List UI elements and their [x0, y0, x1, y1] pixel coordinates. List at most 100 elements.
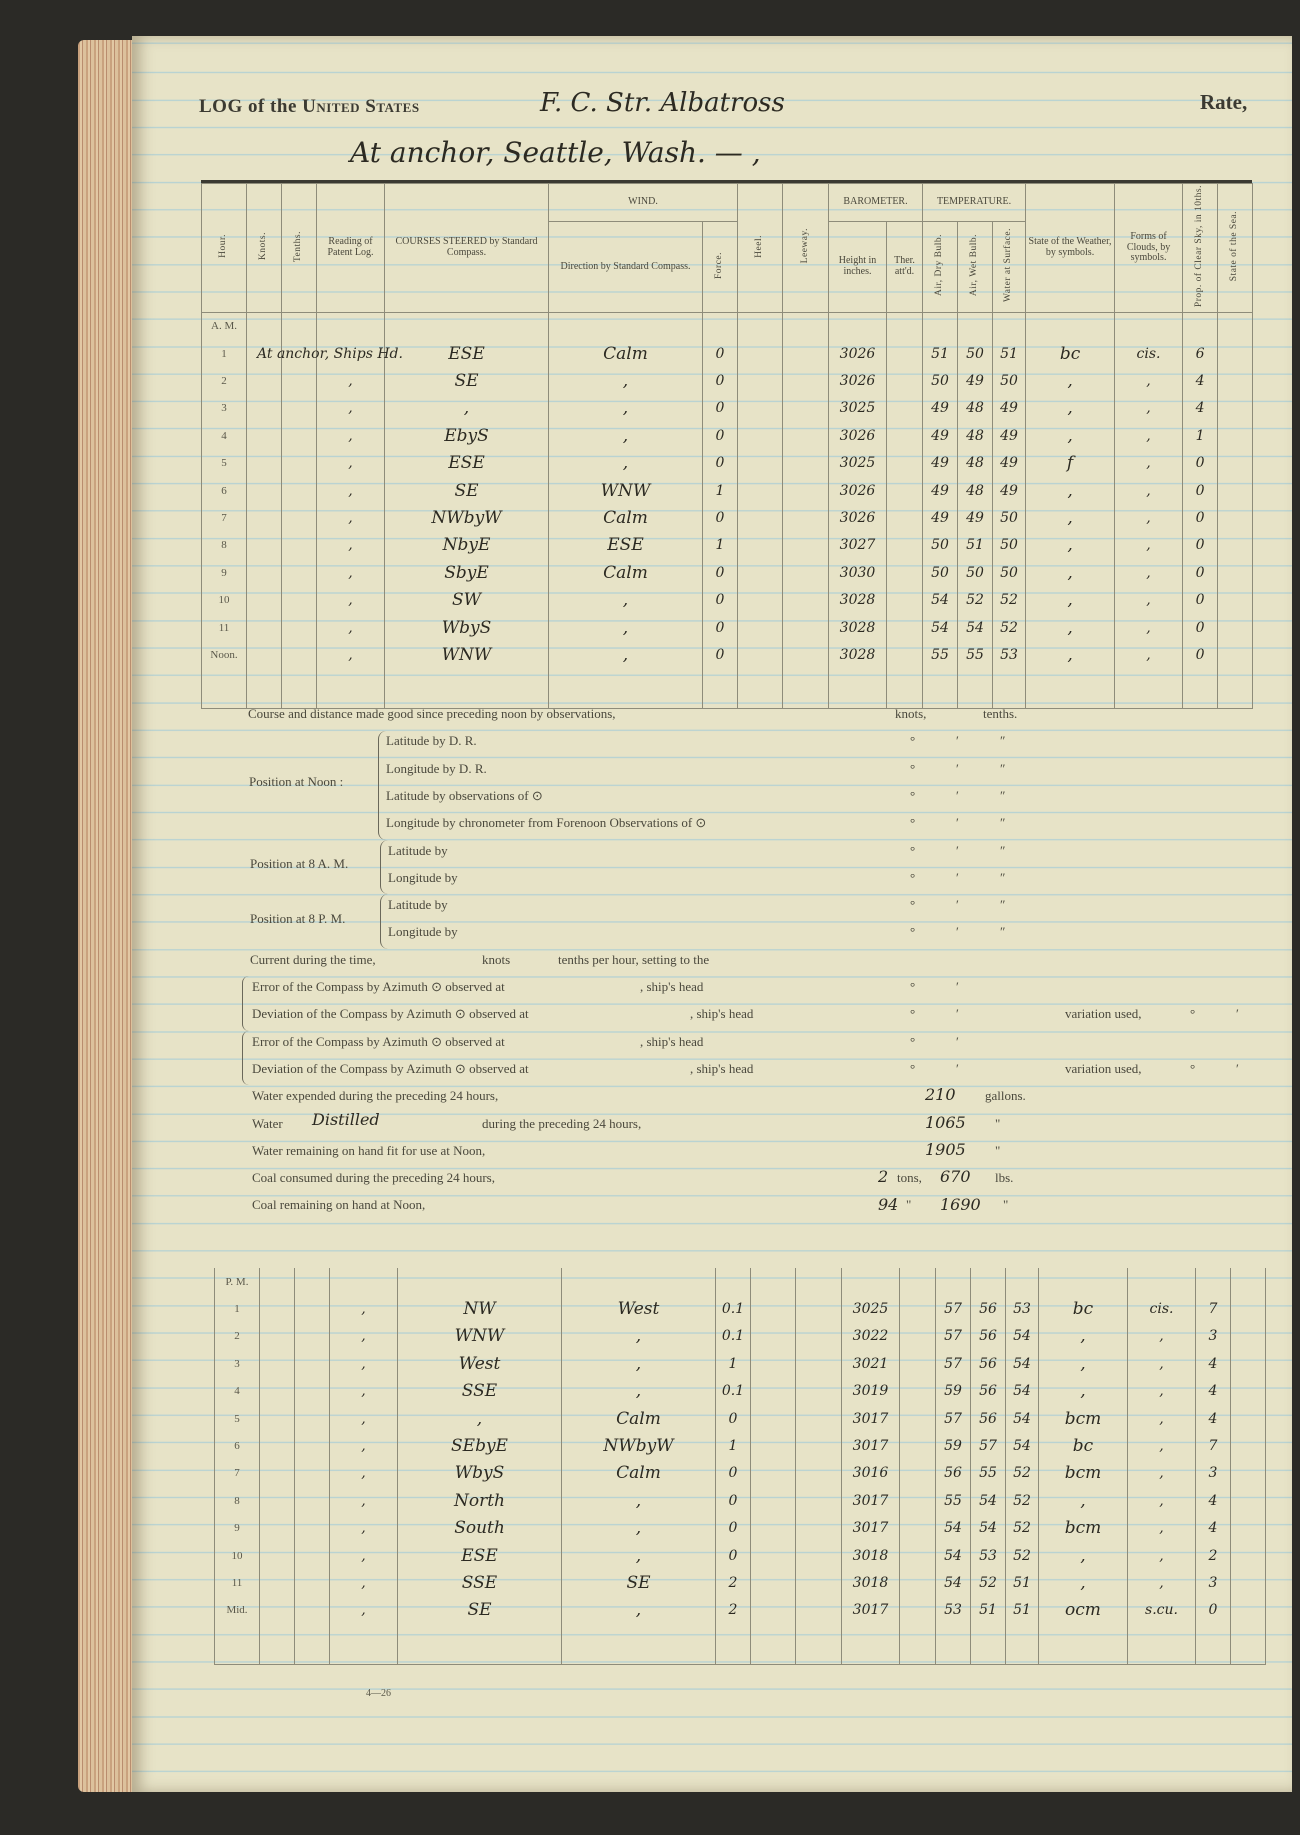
log-row: 7, WbyS Calm 0 3016 56 55 52 bcm, 3 — [214, 1459, 1266, 1488]
baro-cell: 3017 — [841, 1487, 900, 1515]
coal-remaining-label: Coal remaining on hand at Noon, — [252, 1197, 426, 1213]
empty-cell — [750, 1404, 796, 1433]
wind-cell: , — [548, 449, 703, 477]
empty-cell — [795, 1322, 842, 1351]
clouds-cell: , — [1114, 531, 1184, 560]
empty-cell — [737, 367, 783, 395]
wet-cell: 55 — [970, 1459, 1006, 1488]
brace — [242, 1030, 249, 1086]
clouds-cell: , — [1127, 1569, 1196, 1597]
log-row: 5,, Calm 0 3017 57 56 54 bcm, 4 — [214, 1404, 1266, 1433]
position-noon-label: Position at Noon : — [249, 774, 344, 790]
lon-8am-label: Longitude by — [388, 869, 458, 885]
hour-cell: 2 — [214, 1322, 260, 1351]
force-cell: 0.1 — [715, 1377, 751, 1405]
wet-cell: 56 — [970, 1322, 1006, 1351]
weather-cell: , — [1038, 1377, 1128, 1405]
dry-cell: 54 — [922, 613, 959, 642]
minute-mark: ′ — [956, 869, 959, 885]
wet-cell: 56 — [970, 1377, 1006, 1405]
minute-mark: ′ — [956, 1060, 959, 1076]
empty-cell — [885, 367, 924, 395]
minute-mark: ′ — [956, 842, 959, 858]
baro-cell: 3026 — [828, 367, 887, 395]
empty-cell — [246, 449, 282, 477]
log-row: 1 At anchor, Ships Hd. ESE Calm 0 3026 51 50 51 b… — [201, 339, 1254, 368]
degree-mark: ° — [910, 733, 916, 749]
log-cell: , — [329, 1514, 398, 1542]
empty-cell — [259, 1350, 295, 1378]
col-baro-height: Height in inches. — [828, 221, 887, 313]
baro-cell: 3016 — [841, 1459, 900, 1488]
clear-cell: 4 — [1195, 1404, 1231, 1433]
clear-cell: 2 — [1195, 1541, 1231, 1570]
dry-cell: 54 — [935, 1541, 971, 1570]
wet-cell: 48 — [957, 394, 994, 423]
empty-cell — [750, 1295, 796, 1323]
empty-cell — [281, 559, 317, 587]
empty-cell — [1217, 339, 1254, 368]
hour-cell: 7 — [214, 1459, 260, 1488]
period-label: A. M. — [201, 312, 247, 340]
weather-cell: bc — [1038, 1432, 1128, 1460]
wet-cell: 49 — [957, 504, 994, 532]
course-cell: NW — [397, 1295, 562, 1323]
empty-cell — [281, 449, 317, 477]
empty-cell — [1230, 1569, 1266, 1597]
force-cell: 1 — [715, 1350, 751, 1378]
hour-cell: 8 — [214, 1487, 260, 1515]
empty-cell — [795, 1295, 842, 1323]
vessel-name: F. C. Str. Albatross — [540, 88, 785, 118]
log-row: 10, ESE, 0 3018 54 53 52,, 2 — [214, 1541, 1266, 1570]
clouds-cell: , — [1114, 422, 1184, 450]
force-cell: 0 — [715, 1404, 751, 1433]
wet-cell: 56 — [970, 1350, 1006, 1378]
ships-head-label: , ship's head — [640, 1033, 704, 1049]
hour-cell: 5 — [214, 1404, 260, 1433]
empty-cell — [795, 1350, 842, 1378]
empty-cell — [737, 586, 783, 614]
empty-cell — [294, 1514, 330, 1542]
empty-cell — [782, 586, 829, 614]
weather-cell: , — [1025, 559, 1116, 587]
log-cell: , — [316, 449, 385, 477]
current-setting-label: tenths per hour, setting to the — [558, 951, 710, 967]
force-cell: 1 — [702, 531, 738, 560]
period-label-row: A. M. — [201, 312, 1254, 340]
log-cell: , — [329, 1569, 398, 1597]
log-cell: , — [316, 559, 385, 587]
empty-cell — [1217, 476, 1254, 505]
weather-cell: ocm — [1038, 1596, 1128, 1625]
empty-cell — [259, 1322, 295, 1351]
lbs-label: lbs. — [995, 1170, 1014, 1186]
empty-cell — [782, 476, 829, 505]
log-row: 11, SSE SE 2 3018 54 52 51,, 3 — [214, 1569, 1266, 1597]
log-cell: , — [316, 476, 385, 505]
water-remaining-label: Water remaining on hand fit for use at N… — [252, 1142, 486, 1158]
empty-cell — [281, 422, 317, 450]
empty-cell — [737, 339, 783, 368]
minute-mark: ′ — [956, 897, 959, 913]
empty-cell — [1217, 641, 1254, 669]
empty-cell — [246, 586, 282, 614]
empty-cell — [782, 613, 829, 642]
col-dry: Air, Dry Bulb. — [922, 221, 959, 313]
baro-cell: 3017 — [841, 1596, 900, 1625]
empty-cell — [259, 1569, 295, 1597]
water-cell: 50 — [992, 559, 1027, 587]
wet-cell: 50 — [957, 559, 994, 587]
empty-cell — [259, 1404, 295, 1433]
empty-cell — [782, 422, 829, 450]
water-cell: 54 — [1005, 1432, 1039, 1460]
empty-cell — [1230, 1596, 1266, 1625]
coal-consumed-lbs: 670 — [940, 1167, 971, 1187]
compass-deviation-label: Deviation of the Compass by Azimuth ⊙ ob… — [252, 1006, 529, 1022]
title-prefix: LOG of the — [199, 96, 297, 117]
dry-cell: 54 — [922, 586, 959, 614]
clouds-cell: , — [1127, 1350, 1196, 1378]
degree-mark: ° — [910, 815, 916, 831]
dry-cell: 56 — [935, 1459, 971, 1488]
coal-consumed-tons: 2 — [878, 1167, 889, 1187]
baro-cell: 3022 — [841, 1322, 900, 1351]
wind-cell: , — [548, 422, 703, 450]
